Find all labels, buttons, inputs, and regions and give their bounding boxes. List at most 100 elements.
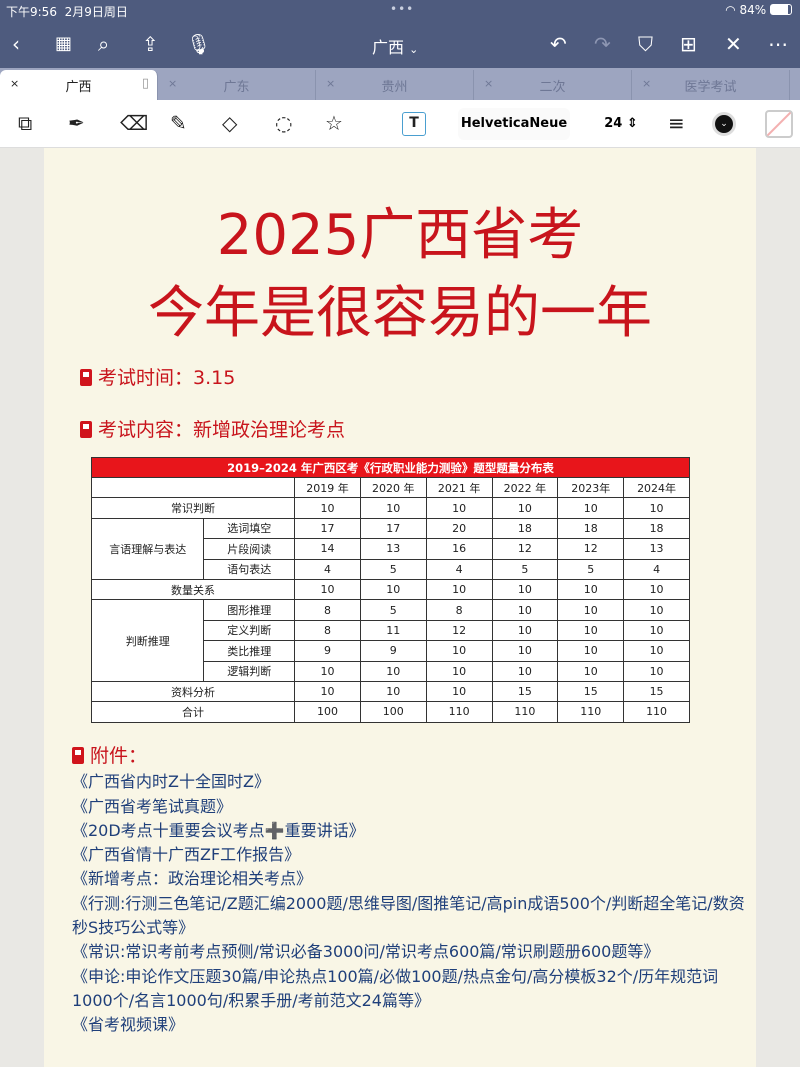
close-tab-icon[interactable]: × <box>168 77 178 90</box>
microphone-off-icon[interactable]: 🎙 <box>186 32 212 56</box>
cell-value: 18 <box>491 517 559 540</box>
zoom-write-icon[interactable]: ⧉ <box>18 111 33 135</box>
text-tool-icon[interactable]: T <box>402 112 426 136</box>
sub-label: 类比推理 <box>203 640 296 662</box>
search-icon[interactable]: ⌕ <box>98 32 110 56</box>
pen-icon[interactable]: ✒ <box>68 111 85 135</box>
close-tab-icon[interactable]: × <box>642 77 652 90</box>
group-label: 判断推理 <box>90 599 205 682</box>
split-view-icon[interactable]: ▯ <box>141 76 149 91</box>
cell-value: 10 <box>557 599 625 621</box>
cell-value: 10 <box>623 578 690 601</box>
year-header: 2019 年 <box>294 476 361 499</box>
cell-value: 17 <box>294 517 361 540</box>
attachment-link[interactable]: 《广西省情十广西ZF工作报告》 <box>72 845 301 865</box>
attachment-link[interactable]: 《申论:申论作文压题30篇/申论热点100篇/必做100题/热点金句/高分模板3… <box>72 966 719 1010</box>
font-selector[interactable]: HelveticaNeue <box>458 108 570 140</box>
tab-second[interactable]: × 二次 <box>474 70 632 100</box>
row-label: 常识判断 <box>90 497 296 519</box>
battery-status: ◠ 84% <box>725 3 792 17</box>
annotation-toolbar: ⧉ ✒ ⌫ ✎ ◇ ◌ ☆ T HelveticaNeue 24 ⇕ ≡ ⌄ <box>0 100 800 148</box>
tab-guangxi[interactable]: × 广西 ▯ <box>0 70 158 100</box>
close-toolbar-icon[interactable]: ✕ <box>725 32 742 56</box>
page-title-line2: 今年是很容易的一年 <box>148 281 652 346</box>
align-left-icon[interactable]: ≡ <box>668 111 685 135</box>
share-icon[interactable]: ⇪ <box>142 32 159 56</box>
cell-value: 12 <box>557 538 625 560</box>
cell-value: 10 <box>425 497 493 519</box>
cell-value: 10 <box>425 660 493 682</box>
lasso-icon[interactable]: ◌ <box>275 111 293 135</box>
cell-value: 16 <box>425 538 493 560</box>
redo-icon[interactable]: ↷ <box>594 32 611 56</box>
table-row: 逻辑判断 10 10 10 10 10 10 <box>92 660 690 682</box>
attachment-link[interactable]: 《广西省考笔试真题》 <box>72 796 233 816</box>
cell-value: 4 <box>425 558 493 580</box>
attachment-link[interactable]: 《20D考点十重要会议考点➕重要讲话》 <box>72 820 365 840</box>
multitasking-dots-icon[interactable]: ••• <box>390 2 415 16</box>
attachment-link[interactable]: 《常识:常识考前考点预侧/常识必备3000问/常识考点600篇/常识刷题册600… <box>72 942 660 962</box>
close-tab-icon[interactable]: × <box>10 77 20 90</box>
text-color-picker[interactable]: ⌄ <box>712 112 736 136</box>
cell-value: 20 <box>425 517 493 540</box>
cell-value: 15 <box>491 680 559 703</box>
battery-icon <box>770 4 792 15</box>
attachment-link[interactable]: 《广西省内时Z十全国时Z》 <box>72 772 270 792</box>
close-tab-icon[interactable]: × <box>326 77 336 90</box>
cell-value: 5 <box>557 558 625 580</box>
year-header: 2024年 <box>623 476 690 499</box>
sticker-icon[interactable]: ☆ <box>325 111 343 135</box>
eraser-icon[interactable]: ⌫ <box>120 111 149 135</box>
cell-value: 10 <box>491 660 559 682</box>
more-icon[interactable]: ⋯ <box>768 32 788 56</box>
bookmark-icon[interactable]: ⛉ <box>638 32 653 56</box>
status-time: 下午9:56 2月9日周日 <box>6 5 128 19</box>
cell-value: 10 <box>294 660 361 682</box>
font-size-stepper[interactable]: 24 ⇕ <box>604 116 638 131</box>
status-bar: 下午9:56 2月9日周日 ••• ◠ 84% <box>0 0 800 22</box>
cell-value: 10 <box>491 619 559 642</box>
cell-value: 13 <box>359 538 427 560</box>
question-distribution-table: 2019–2024 年广西区考《行政职业能力测验》题型题量分布表 2019 年 20… <box>90 457 690 723</box>
table-row: 合计 100 100 110 110 110 110 <box>90 701 690 723</box>
year-header: 2020 年 <box>359 476 427 499</box>
cell-value: 10 <box>557 660 625 682</box>
cell-value: 5 <box>359 599 427 621</box>
document-title-menu[interactable]: 广西 ⌄ <box>372 38 419 57</box>
grid-icon[interactable]: ▦ <box>55 33 73 54</box>
cell-value: 10 <box>623 497 690 519</box>
cell-value: 14 <box>294 538 361 560</box>
cell-value: 10 <box>491 599 559 621</box>
cell-value: 4 <box>623 558 690 580</box>
tab-guizhou[interactable]: × 贵州 <box>316 70 474 100</box>
attachment-link[interactable]: 《行测:行测三色笔记/Z题汇编2000题/思维导图/图推笔记/高pin成语500… <box>72 893 745 938</box>
back-icon[interactable]: ‹ <box>12 32 20 56</box>
cell-value: 13 <box>623 538 690 560</box>
undo-icon[interactable]: ↶ <box>550 32 567 56</box>
cell-value: 10 <box>491 640 559 662</box>
add-page-icon[interactable]: ⊞ <box>680 32 697 56</box>
fill-color-none[interactable] <box>765 110 793 138</box>
attachment-link[interactable]: 《省考视频课》 <box>72 1015 185 1035</box>
cell-value: 10 <box>623 599 690 621</box>
tab-guangdong[interactable]: × 广东 <box>158 70 316 100</box>
highlighter-icon[interactable]: ✎ <box>170 111 187 135</box>
sub-label: 语句表达 <box>203 558 296 580</box>
cell-value: 10 <box>294 680 361 703</box>
cell-value: 12 <box>491 538 559 560</box>
cell-value: 110 <box>557 701 625 723</box>
wifi-icon: ◠ <box>725 3 736 17</box>
cell-value: 15 <box>623 680 690 703</box>
close-tab-icon[interactable]: × <box>484 77 494 90</box>
row-label: 合计 <box>90 701 296 723</box>
document-page: 2025广西省考 今年是很容易的一年 考试时间：3.15 考试内容：新增政治理论… <box>44 148 756 1067</box>
year-header: 2023年 <box>557 476 625 499</box>
cell-value: 5 <box>491 558 559 580</box>
attachment-link[interactable]: 《新增考点：政治理论相关考点》 <box>72 869 313 889</box>
table-row: 片段阅读 14 13 16 12 12 13 <box>92 538 690 560</box>
table-header-row: 2019 年 2020 年 2021 年 2022 年 2023年 2024年 <box>90 476 690 499</box>
attachments-heading: 附件： <box>72 744 752 768</box>
tab-medical-exam[interactable]: × 医学考试 <box>632 70 790 100</box>
shapes-icon[interactable]: ◇ <box>222 111 238 135</box>
year-header: 2022 年 <box>491 476 559 499</box>
